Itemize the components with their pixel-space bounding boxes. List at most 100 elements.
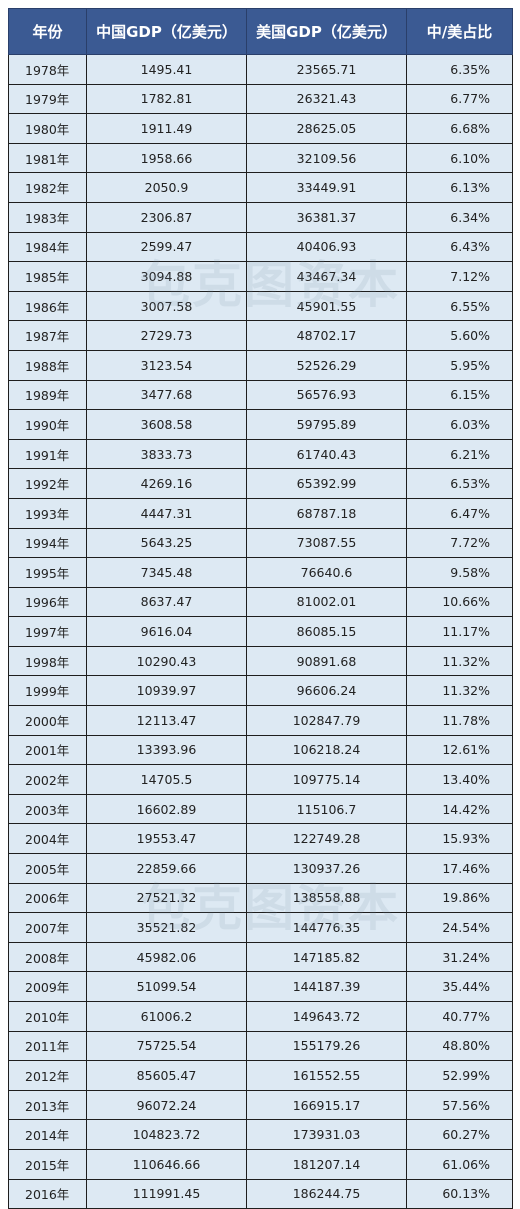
table-row: 1978年 1495.41 23565.71 6.35% xyxy=(8,54,513,85)
table-row: 1995年 7345.48 76640.6 9.58% xyxy=(8,557,513,588)
cell-ratio: 6.03% xyxy=(406,409,513,440)
cell-ratio: 6.53% xyxy=(406,468,513,499)
table-row: 1987年 2729.73 48702.17 5.60% xyxy=(8,320,513,351)
cell-ratio: 61.06% xyxy=(406,1148,513,1180)
table-row: 1988年 3123.54 52526.29 5.95% xyxy=(8,349,513,381)
header-ratio: 中/美占比 xyxy=(406,8,513,55)
cell-ratio: 12.61% xyxy=(406,734,513,766)
cell-year: 1994年 xyxy=(8,527,87,559)
cell-china-gdp: 7345.48 xyxy=(86,557,247,588)
cell-year: 2002年 xyxy=(8,764,87,795)
cell-ratio: 6.21% xyxy=(406,438,513,470)
cell-us-gdp: 65392.99 xyxy=(246,468,407,499)
cell-year: 1991年 xyxy=(8,438,87,470)
cell-year: 2016年 xyxy=(8,1178,87,1209)
cell-ratio: 6.13% xyxy=(406,172,513,203)
cell-china-gdp: 104823.72 xyxy=(86,1119,247,1150)
gdp-table-container: 年份 中国GDP（亿美元） 美国GDP（亿美元） 中/美占比 1978年 1495… xyxy=(8,8,513,1209)
cell-ratio: 6.43% xyxy=(406,231,513,263)
cell-china-gdp: 10290.43 xyxy=(86,645,247,677)
cell-china-gdp: 12113.47 xyxy=(86,705,247,736)
cell-us-gdp: 186244.75 xyxy=(246,1178,407,1209)
cell-ratio: 5.95% xyxy=(406,349,513,381)
cell-ratio: 6.10% xyxy=(406,142,513,174)
cell-ratio: 6.68% xyxy=(406,113,513,144)
table-row: 1983年 2306.87 36381.37 6.34% xyxy=(8,201,513,233)
cell-us-gdp: 102847.79 xyxy=(246,705,407,736)
cell-us-gdp: 147185.82 xyxy=(246,941,407,973)
cell-china-gdp: 1911.49 xyxy=(86,113,247,144)
table-row: 2010年 61006.2 149643.72 40.77% xyxy=(8,1001,513,1032)
cell-china-gdp: 4269.16 xyxy=(86,468,247,499)
cell-ratio: 19.86% xyxy=(406,882,513,914)
header-china-gdp: 中国GDP（亿美元） xyxy=(86,8,247,55)
table-row: 2016年 111991.45 186244.75 60.13% xyxy=(8,1178,513,1209)
cell-china-gdp: 51099.54 xyxy=(86,971,247,1002)
cell-ratio: 13.40% xyxy=(406,764,513,795)
table-row: 1993年 4447.31 68787.18 6.47% xyxy=(8,497,513,529)
cell-china-gdp: 27521.32 xyxy=(86,882,247,914)
cell-year: 2001年 xyxy=(8,734,87,766)
cell-year: 1992年 xyxy=(8,468,87,499)
cell-china-gdp: 96072.24 xyxy=(86,1089,247,1121)
cell-china-gdp: 9616.04 xyxy=(86,616,247,647)
table-row: 1999年 10939.97 96606.24 11.32% xyxy=(8,675,513,707)
cell-year: 2012年 xyxy=(8,1060,87,1091)
cell-us-gdp: 149643.72 xyxy=(246,1001,407,1032)
cell-year: 2003年 xyxy=(8,793,87,825)
table-row: 2004年 19553.47 122749.28 15.93% xyxy=(8,823,513,855)
cell-us-gdp: 59795.89 xyxy=(246,409,407,440)
cell-ratio: 48.80% xyxy=(406,1030,513,1062)
cell-us-gdp: 161552.55 xyxy=(246,1060,407,1091)
cell-year: 1984年 xyxy=(8,231,87,263)
cell-us-gdp: 166915.17 xyxy=(246,1089,407,1121)
cell-china-gdp: 2599.47 xyxy=(86,231,247,263)
cell-china-gdp: 75725.54 xyxy=(86,1030,247,1062)
cell-year: 2006年 xyxy=(8,882,87,914)
cell-us-gdp: 33449.91 xyxy=(246,172,407,203)
cell-year: 2004年 xyxy=(8,823,87,855)
table-row: 2003年 16602.89 115106.7 14.42% xyxy=(8,793,513,825)
table-row: 2001年 13393.96 106218.24 12.61% xyxy=(8,734,513,766)
cell-us-gdp: 86085.15 xyxy=(246,616,407,647)
cell-china-gdp: 2050.9 xyxy=(86,172,247,203)
cell-ratio: 7.12% xyxy=(406,261,513,292)
table-row: 2015年 110646.66 181207.14 61.06% xyxy=(8,1148,513,1180)
cell-ratio: 35.44% xyxy=(406,971,513,1002)
table-row: 1979年 1782.81 26321.43 6.77% xyxy=(8,83,513,115)
cell-china-gdp: 35521.82 xyxy=(86,912,247,943)
gdp-table: 年份 中国GDP（亿美元） 美国GDP（亿美元） 中/美占比 1978年 1495… xyxy=(8,8,513,1209)
cell-us-gdp: 28625.05 xyxy=(246,113,407,144)
cell-year: 1999年 xyxy=(8,675,87,707)
cell-china-gdp: 1958.66 xyxy=(86,142,247,174)
cell-year: 1980年 xyxy=(8,113,87,144)
cell-us-gdp: 45901.55 xyxy=(246,290,407,322)
table-row: 1981年 1958.66 32109.56 6.10% xyxy=(8,142,513,174)
cell-ratio: 14.42% xyxy=(406,793,513,825)
table-row: 1994年 5643.25 73087.55 7.72% xyxy=(8,527,513,559)
cell-us-gdp: 76640.6 xyxy=(246,557,407,588)
cell-ratio: 60.27% xyxy=(406,1119,513,1150)
cell-year: 1989年 xyxy=(8,379,87,411)
cell-ratio: 10.66% xyxy=(406,586,513,618)
cell-year: 1996年 xyxy=(8,586,87,618)
cell-us-gdp: 96606.24 xyxy=(246,675,407,707)
cell-china-gdp: 13393.96 xyxy=(86,734,247,766)
cell-year: 2013年 xyxy=(8,1089,87,1121)
table-row: 1984年 2599.47 40406.93 6.43% xyxy=(8,231,513,263)
table-header-row: 年份 中国GDP（亿美元） 美国GDP（亿美元） 中/美占比 xyxy=(8,8,513,55)
cell-china-gdp: 3477.68 xyxy=(86,379,247,411)
cell-year: 1993年 xyxy=(8,497,87,529)
cell-year: 1986年 xyxy=(8,290,87,322)
cell-ratio: 6.77% xyxy=(406,83,513,115)
cell-ratio: 11.17% xyxy=(406,616,513,647)
cell-us-gdp: 81002.01 xyxy=(246,586,407,618)
cell-year: 2007年 xyxy=(8,912,87,943)
cell-us-gdp: 40406.93 xyxy=(246,231,407,263)
cell-ratio: 52.99% xyxy=(406,1060,513,1091)
cell-us-gdp: 48702.17 xyxy=(246,320,407,351)
cell-china-gdp: 3123.54 xyxy=(86,349,247,381)
cell-china-gdp: 8637.47 xyxy=(86,586,247,618)
cell-ratio: 7.72% xyxy=(406,527,513,559)
table-row: 1980年 1911.49 28625.05 6.68% xyxy=(8,113,513,144)
